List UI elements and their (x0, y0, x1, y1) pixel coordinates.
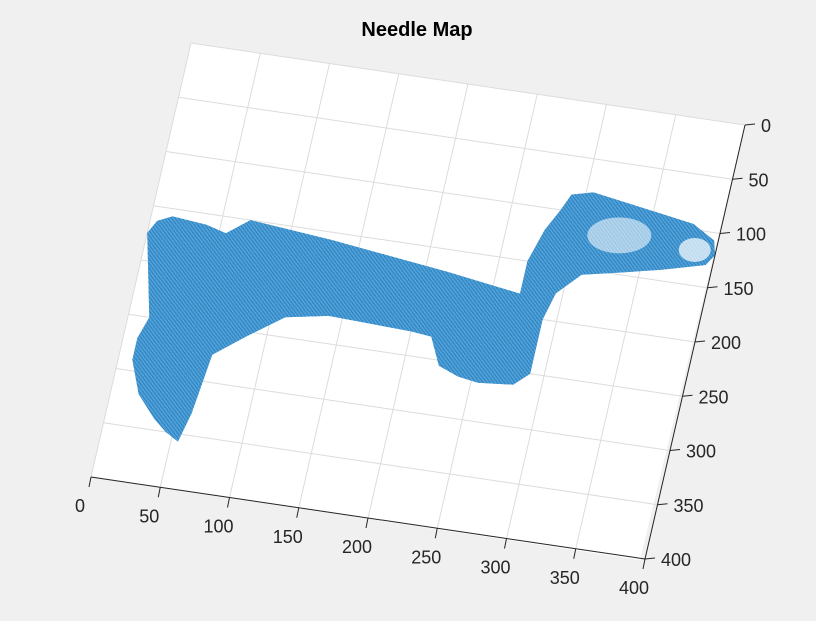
y-gridline (115, 368, 671, 451)
y-tick-mark (694, 340, 706, 343)
y-tick-mark (744, 123, 756, 126)
y-tick-label: 150 (724, 279, 754, 299)
y-tick-label: 400 (661, 550, 691, 570)
y-tick-mark (719, 232, 731, 234)
x-tick-label: 250 (411, 547, 441, 567)
x-tick-mark (296, 507, 300, 518)
axes: 0 50 100 150 200 250 300 350 400 0 50 100 150 200 250 3… (75, 116, 771, 598)
y-tick-mark (644, 557, 656, 560)
x-tick-label: 300 (480, 558, 510, 578)
x-tick-mark (88, 476, 92, 488)
y-tick-label: 100 (736, 225, 766, 245)
x-tick-label: 350 (550, 568, 580, 588)
y-tick-label: 250 (699, 387, 729, 407)
y-tick-mark (682, 394, 693, 397)
y-tick-mark (657, 503, 668, 506)
needle-region-texture (132, 192, 716, 442)
highlight-patch (587, 217, 652, 254)
x-tick-mark (573, 548, 577, 559)
x-tick-mark (157, 487, 161, 498)
x-tick-mark (365, 517, 369, 529)
x-tick-mark (227, 497, 230, 508)
y-tick-mark (732, 177, 743, 180)
y-tick-label: 50 (749, 170, 769, 190)
y-gridline (190, 42, 746, 126)
y-tick-label: 350 (674, 496, 704, 516)
x-tick-label: 200 (342, 537, 372, 557)
y-tick-label: 0 (761, 116, 771, 136)
needle-highlights (587, 217, 711, 262)
x-tick-mark (504, 538, 507, 549)
x-tick-label: 150 (273, 527, 303, 547)
x-tick-label: 100 (203, 517, 233, 537)
y-tick-label: 300 (686, 442, 716, 462)
x-tick-mark (642, 558, 646, 570)
chart-title: Needle Map (361, 19, 472, 41)
y-tick-mark (669, 449, 681, 451)
y-gridline (178, 96, 733, 180)
y-gridline (103, 422, 658, 506)
y-tick-label: 200 (711, 333, 741, 353)
x-tick-label: 400 (619, 578, 649, 598)
needle-field (132, 192, 716, 442)
x-tick-label: 50 (139, 506, 159, 526)
highlight-patch (678, 237, 711, 262)
y-gridline (153, 205, 708, 289)
x-tick-mark (434, 528, 438, 539)
x-tick-label: 0 (75, 496, 85, 516)
y-tick-mark (707, 286, 718, 289)
